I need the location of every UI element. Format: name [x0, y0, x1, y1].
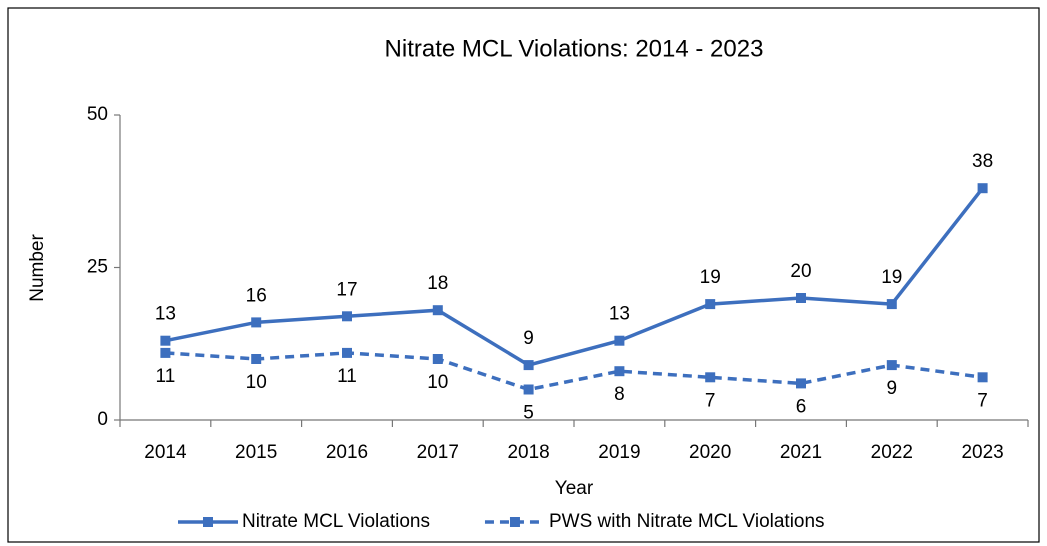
marker: [523, 384, 534, 395]
data-label: 9: [887, 378, 898, 399]
y-axis-label: Number: [27, 234, 48, 302]
data-label: 10: [427, 372, 448, 393]
legend-marker: [509, 517, 520, 527]
legend-marker: [203, 517, 213, 527]
data-label: 7: [705, 390, 716, 411]
data-label: 11: [156, 366, 176, 387]
marker: [251, 317, 262, 328]
data-label: 5: [523, 403, 534, 424]
marker: [977, 183, 988, 194]
x-tick-label: 2017: [417, 442, 459, 463]
data-label: 17: [336, 279, 357, 300]
marker: [705, 372, 716, 383]
y-tick-label: 0: [97, 409, 108, 430]
data-label: 20: [790, 261, 811, 282]
marker: [251, 354, 262, 364]
marker: [705, 299, 716, 310]
data-label: 7: [977, 390, 988, 411]
x-tick-label: 2016: [326, 442, 368, 463]
legend-label: Nitrate MCL Violations: [242, 511, 430, 532]
y-tick-label: 25: [87, 257, 108, 278]
x-tick-label: 2022: [871, 442, 913, 463]
x-axis-label: Year: [555, 478, 594, 499]
data-label: 6: [796, 396, 807, 417]
data-label: 13: [155, 304, 176, 325]
x-tick-label: 2023: [961, 442, 1003, 463]
marker: [886, 299, 897, 310]
series-line: [165, 187, 984, 367]
marker: [432, 354, 443, 364]
legend-label: PWS with Nitrate MCL Violations: [549, 511, 825, 532]
data-label: 11: [337, 366, 357, 387]
marker: [342, 311, 352, 322]
x-tick-label: 2018: [507, 442, 549, 463]
marker: [523, 360, 534, 371]
marker: [432, 305, 443, 316]
marker: [160, 347, 171, 358]
chart-border: [7, 7, 1040, 543]
data-label: 19: [700, 267, 721, 288]
x-tick-label: 2015: [235, 442, 277, 463]
marker: [886, 360, 897, 371]
data-label: 18: [427, 273, 448, 294]
marker: [614, 366, 625, 377]
marker: [614, 335, 625, 346]
x-tick-label: 2021: [780, 442, 822, 463]
marker: [977, 372, 988, 383]
data-label: 9: [523, 328, 534, 349]
series-line: [165, 351, 983, 392]
data-label: 19: [881, 267, 902, 288]
data-label: 10: [246, 372, 267, 393]
chart-title: Nitrate MCL Violations: 2014 - 2023: [385, 35, 764, 62]
x-tick-label: 2020: [689, 442, 731, 463]
marker: [342, 347, 352, 358]
y-tick-label: 50: [87, 104, 108, 125]
marker: [160, 335, 171, 346]
data-label: 13: [609, 304, 630, 325]
data-label: 38: [972, 151, 993, 172]
marker: [796, 378, 806, 389]
data-label: 8: [614, 384, 625, 405]
marker: [796, 293, 806, 303]
data-label: 16: [246, 285, 267, 306]
x-tick-label: 2019: [598, 442, 640, 463]
x-tick-label: 2014: [144, 442, 187, 463]
